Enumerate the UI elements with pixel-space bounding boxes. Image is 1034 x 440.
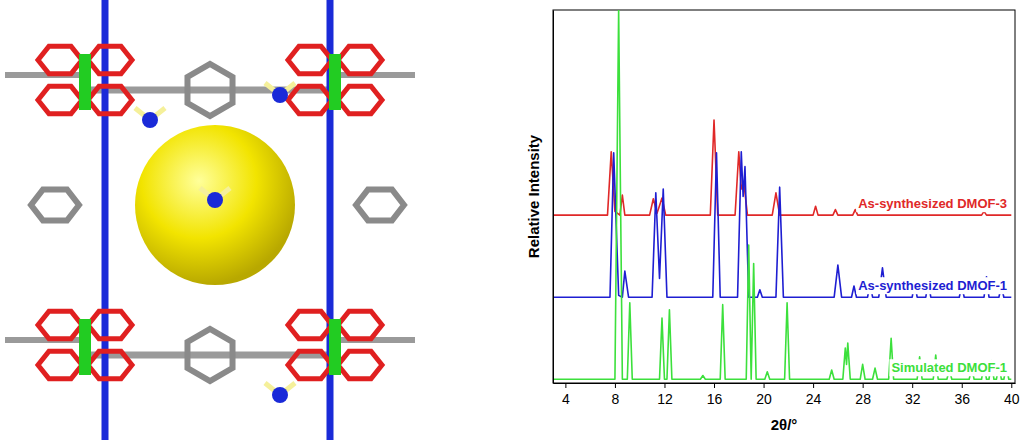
nitrogen-atom [207, 192, 223, 208]
nitrogen-atom [272, 387, 288, 403]
x-tick: 36 [954, 383, 970, 407]
carboxylate-ring [338, 86, 382, 114]
x-tick-mark [863, 383, 864, 388]
pattern-line [553, 120, 1011, 215]
carboxylate-ring [338, 351, 382, 379]
zinc-atom [79, 54, 91, 110]
x-tick-mark [962, 383, 963, 388]
zinc-atom [329, 319, 341, 375]
x-tick: 32 [905, 383, 921, 407]
metal-cluster [288, 46, 382, 114]
benzene-ring [187, 64, 232, 116]
x-tick-label: 40 [1004, 391, 1020, 407]
x-tick-label: 20 [756, 391, 772, 407]
metal-cluster [38, 311, 132, 379]
x-axis: 4 8 12 16 20 24 28 32 36 40 [554, 383, 1020, 407]
zinc-atom [79, 319, 91, 375]
x-tick: 20 [756, 383, 772, 407]
series-label-group: Simulated DMOF-1 [889, 359, 1009, 376]
x-tick-label: 12 [657, 391, 673, 407]
carboxylate-ring [38, 311, 82, 339]
x-tick-mark [813, 383, 814, 388]
series-label-group: As-synthesized DMOF-3 [856, 195, 1009, 212]
plot-lines [553, 10, 1011, 379]
pillar-ring [31, 189, 79, 220]
x-tick-label: 4 [562, 391, 570, 407]
series-label: As-synthesized DMOF-1 [858, 278, 1007, 293]
x-tick-label: 8 [612, 391, 620, 407]
framework-structure [5, 0, 415, 440]
x-tick: 40 [1004, 383, 1020, 407]
x-tick-label: 16 [707, 391, 723, 407]
x-tick-mark [764, 383, 765, 388]
carboxylate-ring [38, 86, 82, 114]
nitrogen-atom [272, 87, 288, 103]
benzene-ring [187, 329, 232, 381]
series-labels: As-synthesized DMOF-3 As-synthesized DMOF… [856, 195, 1009, 376]
carboxylate-ring [88, 86, 132, 114]
x-tick-mark [1011, 383, 1012, 388]
chart: 4 8 12 16 20 24 28 32 36 40 2θ/° Relative Intensity… [525, 10, 1020, 433]
x-tick-mark [664, 383, 665, 388]
figure: 4 8 12 16 20 24 28 32 36 40 2θ/° Relative Intensity… [0, 0, 1034, 440]
x-tick: 4 [562, 383, 570, 407]
metal-cluster [288, 311, 382, 379]
x-axis-title: 2θ/° [771, 416, 798, 433]
label-background [856, 195, 1009, 212]
pillar [102, 0, 109, 440]
y-axis [553, 11, 554, 384]
series-label: As-synthesized DMOF-3 [858, 196, 1007, 211]
carboxylate-ring [288, 351, 332, 379]
x-tick: 16 [707, 383, 723, 407]
series-label-group: As-synthesized DMOF-1 [856, 277, 1009, 294]
x-tick-label: 36 [954, 391, 970, 407]
x-tick-label: 28 [855, 391, 871, 407]
carboxylate-ring [88, 311, 132, 339]
carboxylate-ring [88, 351, 132, 379]
carboxylate-ring [338, 311, 382, 339]
series-label: Simulated DMOF-1 [891, 360, 1007, 375]
plot-frame [553, 10, 1015, 383]
zinc-atom [329, 54, 341, 110]
pore-sphere [135, 125, 295, 285]
carboxylate-ring [288, 86, 332, 114]
y-axis-title: Relative Intensity [525, 134, 542, 258]
x-tick-mark [912, 383, 913, 388]
label-background [856, 277, 1009, 294]
x-tick: 8 [612, 383, 620, 407]
nitrogen-atom [142, 112, 158, 128]
x-tick-mark [714, 383, 715, 388]
x-axis-line [554, 383, 1016, 384]
label-background [889, 359, 1009, 376]
x-tick-mark [565, 383, 566, 388]
pattern-line [553, 10, 1011, 379]
pillar-ring [356, 189, 404, 220]
carboxylate-ring [38, 351, 82, 379]
x-tick: 12 [657, 383, 673, 407]
x-tick-mark [615, 383, 616, 388]
carboxylate-ring [338, 46, 382, 74]
y-axis-line [553, 11, 554, 384]
x-tick: 28 [855, 383, 871, 407]
carboxylate-ring [88, 46, 132, 74]
x-tick: 24 [806, 383, 822, 407]
carboxylate-ring [288, 46, 332, 74]
metal-cluster [38, 46, 132, 114]
carboxylate-ring [38, 46, 82, 74]
carboxylate-ring [288, 311, 332, 339]
x-tick-label: 24 [806, 391, 822, 407]
x-tick-label: 32 [905, 391, 921, 407]
